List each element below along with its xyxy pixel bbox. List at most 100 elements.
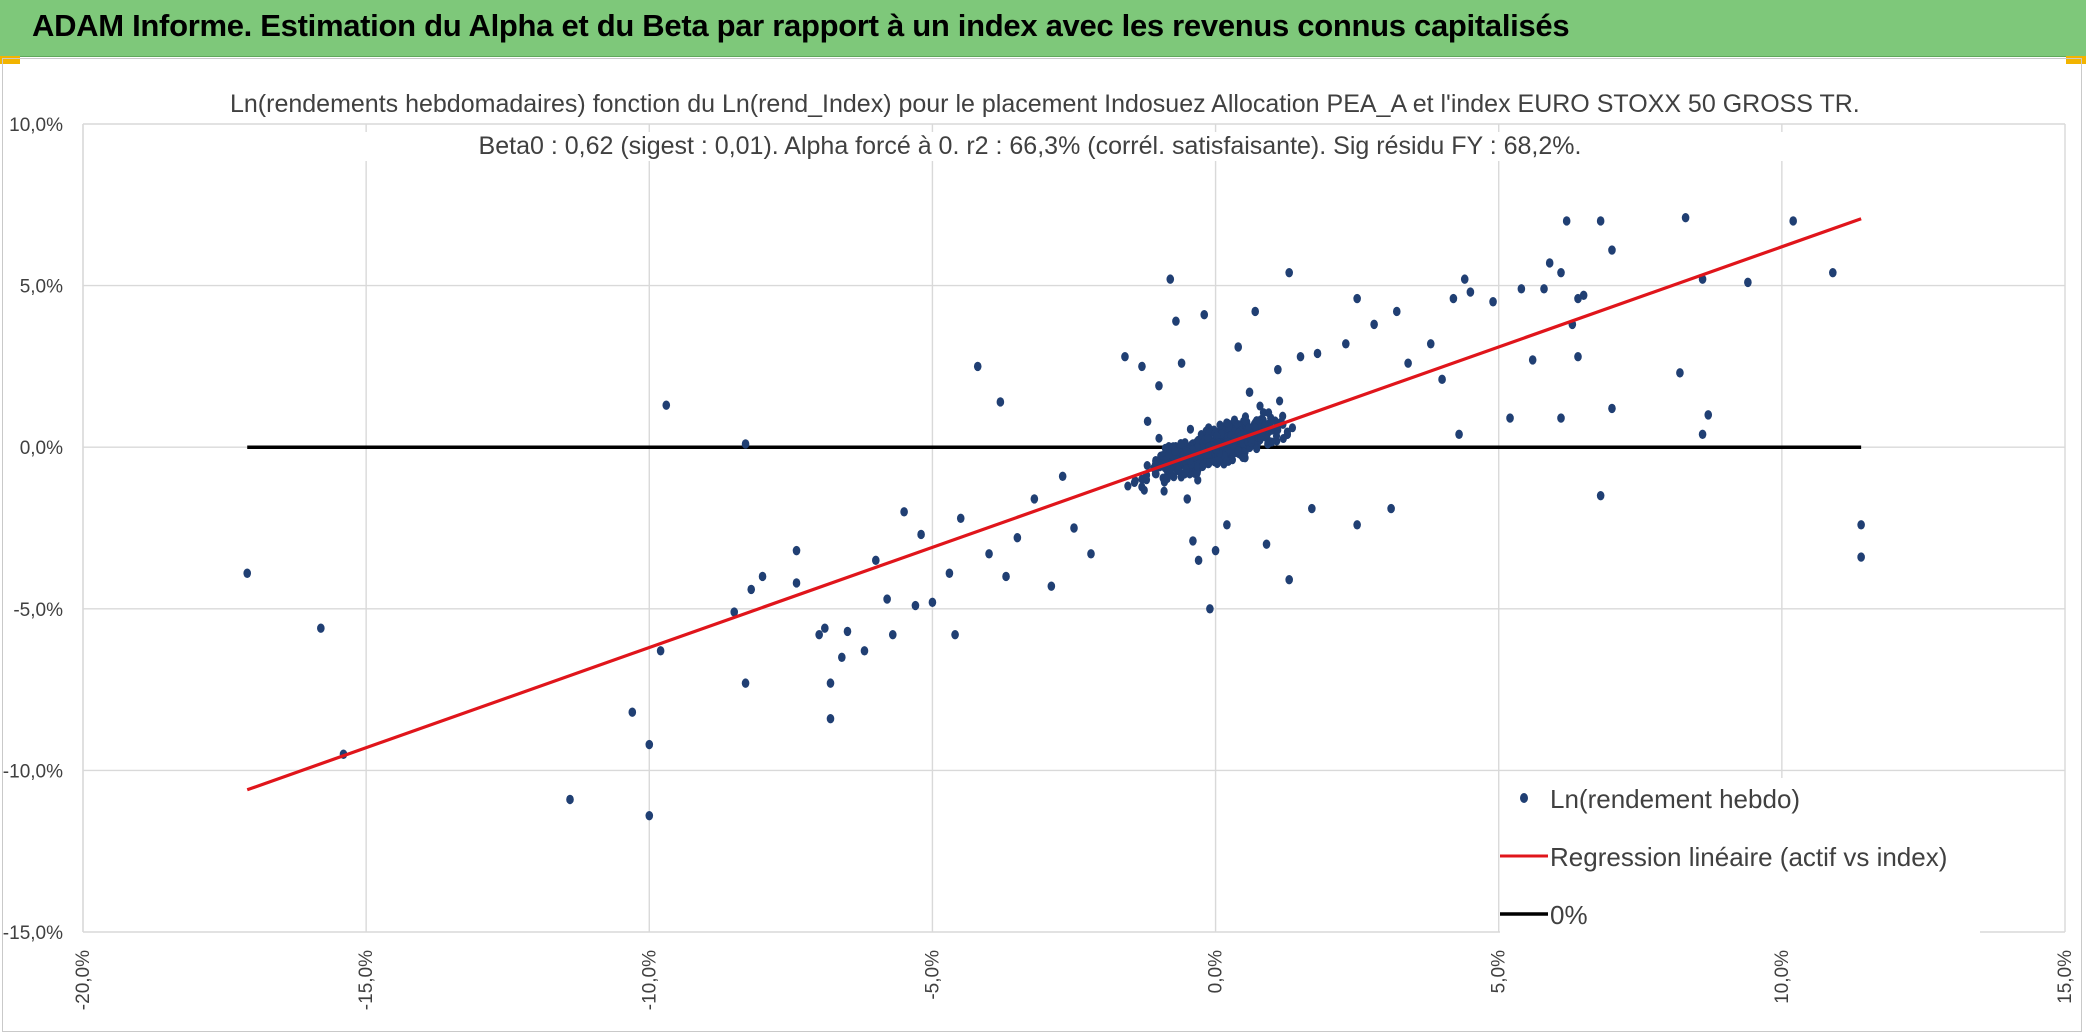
data-point (1143, 460, 1151, 470)
data-point (996, 397, 1005, 407)
data-point (1698, 429, 1707, 439)
data-point (1259, 408, 1268, 418)
data-point (730, 607, 739, 617)
data-point (1058, 471, 1067, 481)
data-point (566, 794, 574, 805)
data-point (888, 629, 897, 640)
y-tick-label: 5,0% (20, 277, 63, 298)
data-point (1704, 410, 1713, 420)
data-point (843, 626, 852, 637)
data-point (1744, 277, 1752, 288)
data-point (900, 507, 908, 517)
header-banner: ADAM Informe. Estimation du Alpha et du … (0, 0, 2086, 57)
page-title: ADAM Informe. Estimation du Alpha et du … (32, 8, 1570, 43)
data-point (1857, 552, 1865, 562)
data-point (1528, 355, 1537, 365)
data-point (1288, 423, 1297, 433)
data-point (758, 571, 767, 582)
data-point (826, 678, 835, 688)
x-tick-label: 5,0% (1489, 950, 1510, 993)
data-point (1155, 381, 1163, 391)
data-point (645, 810, 654, 821)
data-point (792, 545, 801, 556)
data-point (1239, 453, 1247, 463)
data-point (1370, 319, 1378, 330)
data-point (1460, 274, 1469, 284)
data-point (1279, 411, 1287, 421)
data-point (911, 600, 920, 611)
legend-line-swatch-red (1500, 854, 1548, 858)
data-point (1256, 401, 1264, 411)
axis-labels: 10,0% 5,0% 0,0% -5,0% -10,0% -15,0% -20,0% -15,… (3, 115, 2076, 1010)
x-tick-label: -10,0% (639, 950, 660, 1010)
chart-title-line1: Ln(rendements hebdomadaires) fonction du… (230, 90, 1860, 119)
corner-accent-left (0, 56, 20, 64)
y-tick-label: -10,0% (3, 761, 63, 782)
data-point (1342, 339, 1350, 349)
legend-marker-swatch (1520, 793, 1528, 803)
data-point (1353, 293, 1361, 304)
data-point (1489, 297, 1497, 307)
data-point (1124, 481, 1132, 491)
chart-title-line2: Beta0 : 0,62 (sigest : 0,01). Alpha forc… (230, 132, 1830, 161)
data-point (1070, 523, 1078, 533)
data-point (1223, 418, 1232, 428)
data-point (985, 549, 993, 559)
data-point (1579, 290, 1588, 300)
data-point (1223, 520, 1231, 530)
data-point (747, 584, 756, 595)
data-point (1274, 364, 1282, 375)
data-point (1285, 267, 1293, 278)
data-point (1449, 293, 1458, 304)
data-point (945, 568, 954, 578)
data-point (662, 400, 671, 410)
x-tick-label: 10,0% (1772, 950, 1793, 1004)
data-point (1279, 434, 1287, 444)
data-point (1308, 503, 1316, 514)
data-point (1177, 358, 1186, 368)
series (243, 213, 1865, 821)
data-point (1455, 429, 1463, 439)
data-point (928, 597, 937, 608)
data-point (1676, 368, 1684, 378)
data-point (1353, 520, 1361, 530)
data-point (1193, 462, 1202, 472)
data-point (1143, 416, 1152, 427)
data-point (1387, 503, 1395, 514)
legend-item-regression: Regression linéaire (actif vs index) (1500, 836, 1980, 876)
legend: Ln(rendement hebdo) Regression linéaire … (1500, 778, 1980, 938)
data-point (741, 678, 750, 688)
data-point (1155, 433, 1163, 443)
data-point (1174, 465, 1183, 475)
data-point (1274, 425, 1282, 435)
data-point (1245, 387, 1254, 397)
data-point (1234, 446, 1242, 456)
data-point (1183, 494, 1192, 504)
data-point (1222, 456, 1231, 466)
data-point (883, 594, 891, 604)
data-point (741, 439, 750, 449)
data-point (1160, 477, 1169, 487)
data-point (1251, 423, 1259, 433)
data-point (1121, 352, 1129, 362)
data-point (1574, 293, 1582, 304)
data-point (1404, 358, 1412, 368)
data-point (1262, 539, 1271, 549)
data-point (1002, 571, 1010, 582)
data-point (1506, 413, 1514, 423)
data-point (1189, 536, 1197, 546)
data-point (1160, 486, 1168, 496)
data-point (826, 713, 835, 724)
legend-label-regression: Regression linéaire (actif vs index) (1550, 842, 1948, 872)
y-tick-label: -5,0% (13, 600, 63, 621)
data-point (1138, 361, 1146, 372)
data-point (1426, 339, 1435, 349)
data-point (1438, 374, 1446, 385)
data-point (1608, 245, 1616, 255)
regression-line (246, 217, 1862, 792)
data-point (1140, 485, 1148, 495)
x-tick-label: -15,0% (356, 950, 377, 1010)
data-point (1206, 604, 1214, 614)
data-point (1264, 435, 1272, 445)
